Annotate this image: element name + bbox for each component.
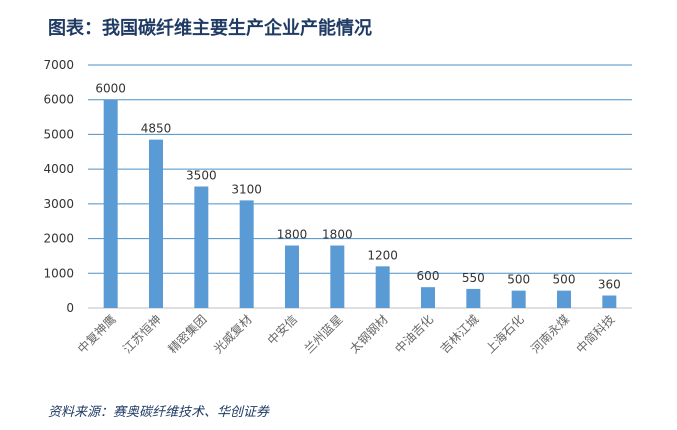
y-tick-label: 1000 bbox=[43, 266, 74, 280]
x-category-label: 江苏恒神 bbox=[120, 312, 164, 356]
y-tick-label: 0 bbox=[66, 301, 74, 315]
bar bbox=[421, 287, 435, 308]
y-tick-label: 6000 bbox=[43, 93, 74, 107]
data-label: 500 bbox=[553, 273, 576, 287]
y-tick-label: 5000 bbox=[43, 127, 74, 141]
bar bbox=[194, 186, 209, 308]
x-category-label: 河南永煤 bbox=[528, 312, 573, 357]
x-axis-category-labels: 中复神鹰 江苏恒神 精密集团 光威复材 中安信 兰州蓝星 太钢钢材 中油吉化 吉林江城 上海石化河… bbox=[74, 312, 617, 357]
bar bbox=[239, 200, 254, 308]
x-category-label: 光威复材 bbox=[211, 312, 255, 356]
bars bbox=[103, 99, 617, 308]
x-category-label: 上海石化 bbox=[482, 312, 527, 357]
bar bbox=[511, 290, 526, 308]
data-label: 500 bbox=[507, 273, 530, 287]
bar bbox=[149, 139, 163, 308]
y-tick-label: 7000 bbox=[43, 58, 74, 72]
data-label: 1800 bbox=[277, 228, 308, 242]
bar bbox=[602, 295, 617, 308]
bar bbox=[466, 288, 481, 308]
x-category-label: 太钢钢材 bbox=[346, 312, 391, 357]
bar bbox=[103, 99, 118, 308]
y-tick-label: 4000 bbox=[43, 162, 74, 176]
y-tick-label: 3000 bbox=[43, 197, 74, 211]
data-label: 550 bbox=[462, 271, 485, 285]
data-label: 1200 bbox=[367, 248, 398, 262]
data-label: 600 bbox=[417, 269, 440, 283]
y-axis-tick-labels: 0 1000 2000 3000 4000 5000 6000 7000 bbox=[43, 58, 74, 315]
bar-chart: 0 1000 2000 3000 4000 5000 6000 7000 6000 4850 35… bbox=[43, 58, 632, 357]
data-label: 1800 bbox=[322, 228, 353, 242]
bar bbox=[285, 245, 299, 308]
x-category-label: 中简科技 bbox=[573, 312, 618, 357]
gridlines bbox=[88, 64, 632, 309]
data-label: 3500 bbox=[186, 169, 217, 183]
data-label: 6000 bbox=[95, 82, 126, 96]
bar bbox=[375, 266, 390, 308]
chart-source: 资料来源：赛奥碳纤维技术、华创证券 bbox=[48, 405, 270, 420]
bar bbox=[330, 245, 345, 308]
data-label: 3100 bbox=[231, 182, 262, 196]
y-tick-label: 2000 bbox=[43, 232, 74, 246]
x-category-label: 中安信 bbox=[264, 312, 300, 348]
x-category-label: 中油吉化 bbox=[392, 312, 437, 357]
x-category-label: 精密集团 bbox=[165, 312, 210, 357]
data-label: 4850 bbox=[141, 122, 172, 136]
x-category-label: 兰州蓝星 bbox=[302, 312, 346, 356]
chart-title: 图表：我国碳纤维主要生产企业产能情况 bbox=[48, 18, 372, 39]
x-category-label: 中复神鹰 bbox=[74, 312, 119, 357]
bar bbox=[557, 290, 571, 308]
data-labels: 6000 4850 3500 3100 1800 1800 1200 600 550 500 500… bbox=[95, 82, 620, 292]
data-label: 360 bbox=[598, 278, 621, 292]
x-category-label: 吉林江城 bbox=[438, 312, 482, 356]
